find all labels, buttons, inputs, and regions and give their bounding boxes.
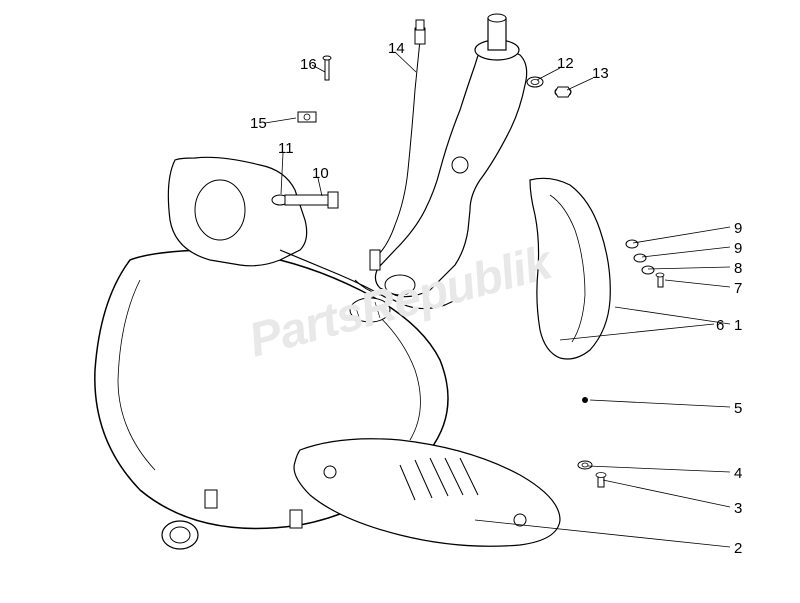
callout-14: 14 xyxy=(388,40,405,57)
callout-9b: 9 xyxy=(734,220,742,237)
callout-10: 10 xyxy=(312,165,329,182)
exploded-parts-diagram: PartsRepublik 1 2 3 4 5 6 7 8 9 9 10 11 … xyxy=(0,0,800,603)
callout-2: 2 xyxy=(734,540,742,557)
callout-12: 12 xyxy=(557,55,574,72)
callout-13: 13 xyxy=(592,65,609,82)
callout-15: 15 xyxy=(250,115,267,132)
callout-11: 11 xyxy=(278,140,294,157)
callout-6: 6 xyxy=(716,317,724,334)
callout-3: 3 xyxy=(734,500,742,517)
callout-9a: 9 xyxy=(734,240,742,257)
callout-4: 4 xyxy=(734,465,742,482)
callout-16: 16 xyxy=(300,56,317,73)
callout-1: 1 xyxy=(734,317,742,334)
callout-7: 7 xyxy=(734,280,742,297)
callout-labels-layer: 1 2 3 4 5 6 7 8 9 9 10 11 12 13 14 15 16 xyxy=(0,0,800,603)
callout-8: 8 xyxy=(734,260,742,277)
callout-5: 5 xyxy=(734,400,742,417)
